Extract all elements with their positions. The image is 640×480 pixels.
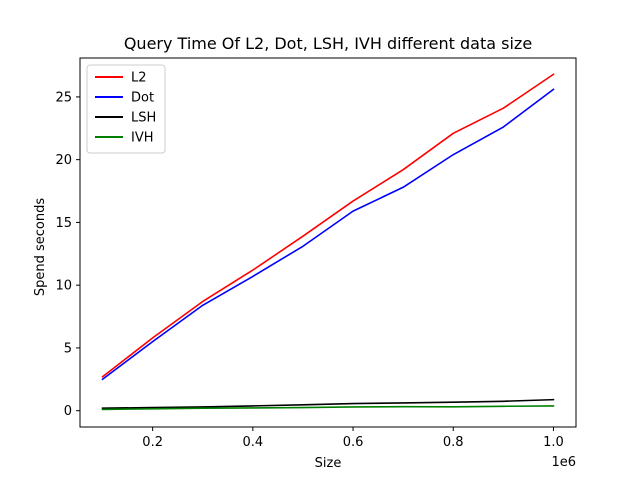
legend-box: [86, 64, 166, 154]
axes-layer: 0.2 0.4 0.6 0.8 1.0 0 5 10 15 20 25: [55, 57, 577, 450]
legend: L2 Dot LSH IVH: [86, 64, 166, 154]
legend-label-l2: L2: [131, 71, 147, 86]
legend-label-lsh: LSH: [131, 111, 156, 126]
x-axis-label: Size: [315, 456, 342, 471]
series-line-l2: [101, 73, 555, 378]
plot-frame: [79, 57, 577, 428]
chart-title: Query Time Of L2, Dot, LSH, IVH differen…: [124, 34, 532, 53]
series-line-lsh: [101, 398, 555, 409]
x-tick-label: 0.6: [343, 435, 364, 450]
y-tick-label: 15: [55, 216, 72, 231]
series-line-dot: [101, 88, 555, 381]
x-tick-label: 0.8: [443, 435, 464, 450]
legend-label-dot: Dot: [131, 91, 154, 106]
y-tick-label: 5: [64, 341, 72, 356]
series-layer: [101, 73, 555, 411]
y-tick-label: 20: [55, 153, 72, 168]
series-line-ivh: [101, 405, 555, 411]
y-tick-label: 25: [55, 90, 72, 105]
x-tick-label: 0.4: [243, 435, 264, 450]
legend-label-ivh: IVH: [131, 131, 154, 146]
y-axis-label: Spend seconds: [33, 198, 48, 296]
y-tick-label: 0: [64, 404, 72, 419]
y-tick-label: 10: [55, 279, 72, 294]
x-axis-offset-label: 1e6: [551, 455, 576, 470]
x-tick-label: 1.0: [543, 435, 564, 450]
x-tick-label: 0.2: [142, 435, 163, 450]
